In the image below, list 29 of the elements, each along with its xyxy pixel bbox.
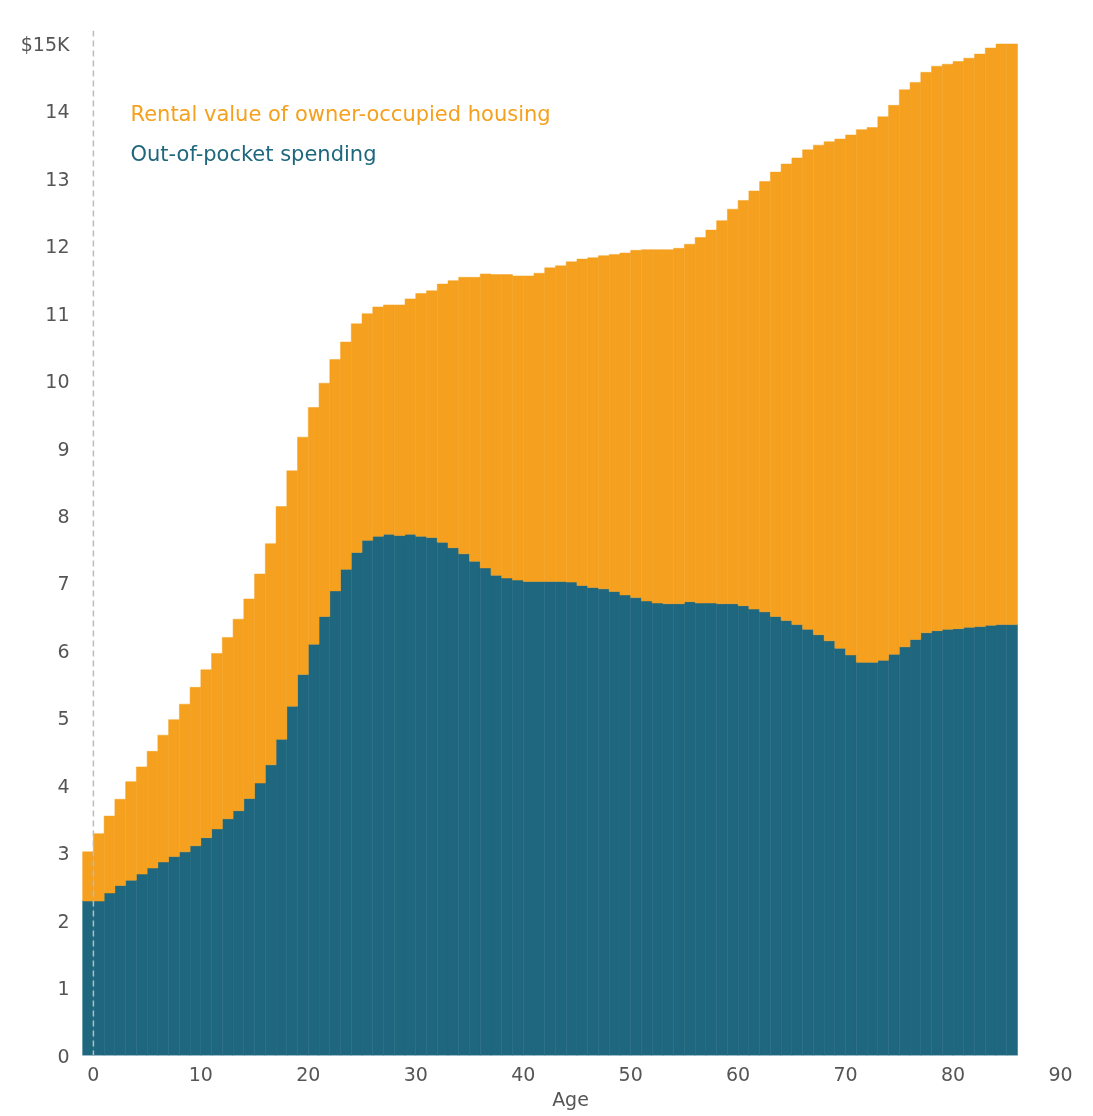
y-tick-label: 11 bbox=[45, 302, 70, 325]
y-tick-label: $15K bbox=[20, 32, 71, 55]
y-tick-label: 14 bbox=[45, 100, 70, 123]
y-tick-label: 7 bbox=[57, 572, 70, 595]
x-tick-label: 50 bbox=[618, 1062, 643, 1085]
x-tick-label: 0 bbox=[87, 1062, 100, 1085]
y-tick-label: 0 bbox=[57, 1044, 70, 1067]
x-tick-label: 30 bbox=[403, 1062, 428, 1085]
y-tick-label: 13 bbox=[45, 167, 70, 190]
x-tick-label: 10 bbox=[188, 1062, 213, 1085]
x-tick-label: 40 bbox=[511, 1062, 536, 1085]
y-tick-label: 6 bbox=[57, 639, 70, 662]
text: Rental value of owner-occupied housing bbox=[130, 101, 551, 126]
y-tick-label: 12 bbox=[45, 235, 70, 258]
y-tick-label: 10 bbox=[45, 370, 70, 393]
y-tick-label: 1 bbox=[57, 977, 70, 1000]
y-tick-label: 4 bbox=[57, 774, 70, 797]
y-tick-label: 8 bbox=[57, 505, 70, 528]
x-axis-title: Age bbox=[552, 1087, 589, 1110]
y-tick-label: 2 bbox=[57, 909, 70, 932]
x-tick-label: 90 bbox=[1048, 1062, 1073, 1085]
x-tick-label: 60 bbox=[726, 1062, 751, 1085]
y-tick-label: 5 bbox=[57, 707, 70, 730]
y-tick-label: 9 bbox=[57, 437, 70, 460]
x-tick-label: 80 bbox=[940, 1062, 966, 1085]
y-tick-label: 3 bbox=[57, 842, 70, 865]
x-tick-label: 20 bbox=[296, 1062, 321, 1085]
text: Out-of-pocket spending bbox=[130, 141, 377, 166]
x-tick-label: 70 bbox=[833, 1062, 858, 1085]
